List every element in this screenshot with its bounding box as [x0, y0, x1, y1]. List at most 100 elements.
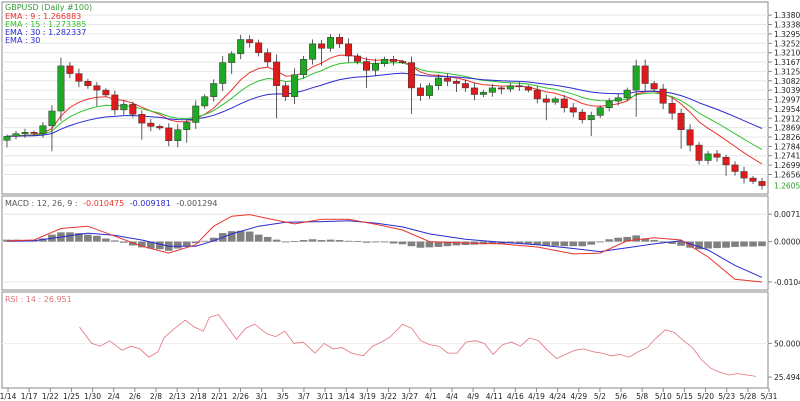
- macd-histogram-bar: [686, 241, 694, 248]
- candle-down-body: [542, 98, 550, 103]
- macd-histogram-bar: [84, 234, 92, 242]
- price-tick-label: 1.29546: [774, 105, 800, 114]
- candle: [641, 59, 649, 91]
- candle-down-body: [524, 86, 532, 91]
- macd-histogram-bar: [120, 241, 128, 243]
- candle: [425, 82, 433, 99]
- macd-histogram-bar: [317, 240, 326, 242]
- date-tick-label: 4/29: [570, 392, 587, 401]
- candle: [488, 84, 496, 97]
- candle: [327, 34, 335, 52]
- macd-histogram-bar: [236, 230, 245, 242]
- rsi-axis: 50.000 25.494: [768, 339, 800, 382]
- date-tick-label: 5/31: [761, 392, 778, 401]
- candle-down-body: [264, 52, 272, 63]
- candle-down-body: [102, 89, 110, 96]
- macd-histogram-bar: [479, 241, 488, 245]
- candle: [659, 84, 667, 110]
- date-tick-label: 4/16: [507, 392, 524, 401]
- ema-30-legend-2: EMA : 30: [5, 36, 40, 45]
- candle-down-body: [497, 87, 505, 90]
- candle: [345, 38, 353, 63]
- macd-histogram-bar: [605, 239, 614, 242]
- candle: [623, 87, 631, 101]
- candle: [605, 97, 613, 112]
- candle-up-body: [632, 65, 640, 91]
- candle: [506, 82, 514, 93]
- candle-up-body: [614, 97, 622, 102]
- candle: [210, 79, 218, 102]
- candle-down-body: [111, 94, 119, 111]
- candle: [407, 56, 415, 114]
- macd-panel-frame: [1, 195, 769, 291]
- candle-up-body: [381, 59, 388, 64]
- macd-histogram-bar: [335, 240, 344, 242]
- date-tick-label: 5/28: [739, 392, 756, 401]
- date-tick-label: 2/8: [150, 392, 162, 401]
- candle-down-body: [713, 153, 721, 158]
- macd-histogram-bar: [758, 241, 766, 247]
- price-tick-label: 1.30824: [774, 77, 800, 86]
- candle: [434, 74, 442, 90]
- candle-down-body: [129, 104, 137, 115]
- candle-down-body: [569, 107, 577, 113]
- macd-histogram-bar: [290, 241, 299, 242]
- candle: [228, 51, 236, 75]
- candle: [57, 57, 65, 121]
- candle-down-body: [416, 87, 424, 96]
- candle-up-body: [291, 74, 299, 97]
- macd-tick-label: 0.000000: [774, 238, 800, 247]
- date-tick-label: 3/22: [380, 392, 397, 401]
- date-tick-label: 2/13: [169, 392, 186, 401]
- candle-up-body: [174, 129, 182, 141]
- price-tick-label: 1.29972: [774, 96, 800, 105]
- date-tick-label: 5/15: [676, 392, 693, 401]
- macd-params: MACD : 12, 26, 9 :: [5, 199, 78, 208]
- macd-lines: [6, 214, 763, 283]
- macd-histogram-bar: [146, 241, 155, 249]
- candle: [39, 122, 47, 138]
- date-tick-label: 4/1: [425, 392, 437, 401]
- price-tick-label: 1.32954: [774, 30, 800, 39]
- date-tick-label: 3/1: [256, 392, 268, 401]
- date-axis: 1/14 1/17 1/22 1/25 1/30 2/4 2/6 2/8 2/13 2/18 2/2…: [0, 388, 778, 401]
- candle-up-body: [434, 77, 442, 86]
- macd-histogram-bar: [452, 241, 461, 246]
- candle: [569, 103, 577, 118]
- date-tick-label: 3/7: [298, 392, 310, 401]
- candle: [632, 59, 640, 117]
- candle-down-body: [390, 59, 397, 62]
- candle-down-body: [398, 61, 406, 63]
- date-tick-label: 5/23: [718, 392, 735, 401]
- date-tick-label: 4/19: [528, 392, 545, 401]
- macd-histogram-bar: [380, 241, 389, 243]
- candle: [3, 134, 11, 148]
- candle: [336, 33, 344, 48]
- candle-down-body: [695, 144, 703, 161]
- candle-down-body: [147, 122, 155, 127]
- rsi-series-line: [79, 314, 757, 377]
- candle-down-body: [75, 73, 83, 82]
- candle-down-body: [758, 181, 766, 186]
- candle: [318, 39, 326, 66]
- macd-histogram-bar: [129, 241, 137, 246]
- date-tick-label: 4/24: [549, 392, 566, 401]
- histogram-value: -0.001294: [176, 199, 217, 208]
- candle: [515, 82, 523, 91]
- candle: [461, 80, 469, 92]
- price-tick-label: 1.30398: [774, 86, 800, 95]
- candle-down-body: [345, 43, 353, 57]
- macd-histogram-bar: [182, 241, 191, 247]
- candle: [255, 39, 263, 57]
- date-tick-label: 4/11: [486, 392, 503, 401]
- candle: [111, 90, 119, 116]
- candle-down-body: [93, 85, 101, 91]
- candle: [560, 94, 568, 113]
- candle: [237, 34, 245, 60]
- macd-histogram-bar: [704, 241, 712, 249]
- candle-down-body: [273, 61, 281, 86]
- macd-histogram-bar: [102, 238, 110, 242]
- candle: [291, 68, 299, 105]
- candle: [102, 88, 110, 98]
